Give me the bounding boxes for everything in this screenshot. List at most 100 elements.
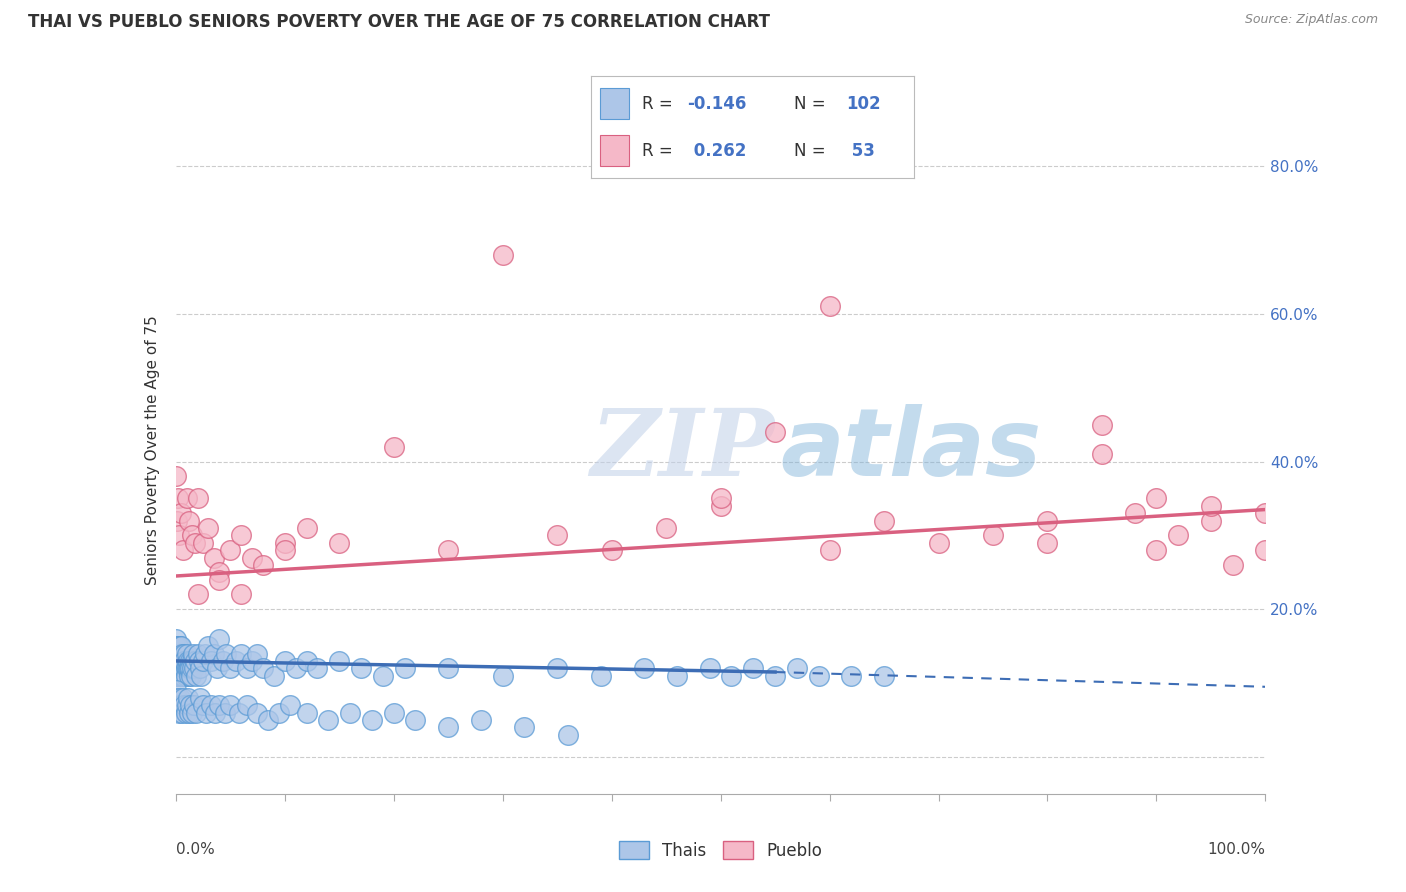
Point [166,647,188,661]
Point [371,669,394,683]
Point [179,698,201,713]
Legend: Thais, Pueblo: Thais, Pueblo [610,833,831,868]
Point [167,639,190,653]
Point [1222,558,1244,572]
Point [269,706,291,720]
Point [191,698,214,713]
Point [208,573,231,587]
Point [167,661,190,675]
Point [167,706,190,720]
Point [165,632,187,646]
Point [589,669,612,683]
Point [231,528,253,542]
Text: Source: ZipAtlas.com: Source: ZipAtlas.com [1244,13,1378,27]
Point [492,669,515,683]
Point [167,669,190,683]
Point [225,654,247,668]
Point [179,654,201,668]
Point [172,706,194,720]
Point [183,661,205,675]
Y-axis label: Seniors Poverty Over the Age of 75: Seniors Poverty Over the Age of 75 [145,316,160,585]
Point [295,654,318,668]
Point [1254,543,1277,558]
Point [165,647,187,661]
Point [169,647,191,661]
Point [492,248,515,262]
Point [167,654,190,668]
Point [165,669,187,683]
Text: R =: R = [643,95,678,112]
Point [655,521,678,535]
Point [170,654,193,668]
Point [274,654,297,668]
Point [295,706,318,720]
Point [167,698,190,713]
Text: N =: N = [794,142,831,160]
Point [219,661,242,675]
Point [184,654,207,668]
Point [742,661,765,675]
Point [186,706,208,720]
Text: -0.146: -0.146 [688,95,747,112]
Point [208,566,231,580]
Point [818,300,841,314]
Point [167,528,190,542]
Point [191,654,214,668]
Point [167,661,190,675]
Point [600,543,623,558]
Point [186,669,208,683]
Point [546,528,568,542]
Point [710,499,733,513]
Point [394,661,416,675]
Point [170,661,193,675]
Point [274,543,297,558]
Point [174,661,197,675]
Point [1091,417,1114,432]
Point [437,661,460,675]
Point [176,491,198,506]
Point [1144,491,1167,506]
Point [181,528,204,542]
Point [167,654,190,668]
Point [183,698,205,713]
Point [165,654,187,668]
Point [187,654,209,668]
Text: THAI VS PUEBLO SENIORS POVERTY OVER THE AGE OF 75 CORRELATION CHART: THAI VS PUEBLO SENIORS POVERTY OVER THE … [28,13,770,31]
Point [252,661,274,675]
Text: 53: 53 [846,142,875,160]
Point [172,669,194,683]
Point [186,587,209,601]
Point [328,654,350,668]
Point [405,713,427,727]
Point [981,528,1004,542]
Point [169,639,191,653]
Point [763,669,786,683]
Point [246,706,269,720]
Point [873,669,896,683]
Point [167,647,190,661]
Point [172,647,194,661]
Point [215,647,238,661]
Point [167,491,190,506]
Point [165,469,187,483]
Point [172,690,194,705]
Point [165,639,187,653]
Point [202,647,225,661]
Point [166,639,188,653]
Point [1036,535,1059,549]
Point [166,669,188,683]
Point [197,521,219,535]
Point [184,535,207,549]
Point [263,669,285,683]
Bar [600,88,630,119]
Point [1036,514,1059,528]
Point [181,706,204,720]
Point [170,639,193,653]
Point [166,690,188,705]
Point [666,669,689,683]
Point [841,669,863,683]
Point [177,690,200,705]
Point [173,698,195,713]
Point [179,661,201,675]
Point [307,661,329,675]
